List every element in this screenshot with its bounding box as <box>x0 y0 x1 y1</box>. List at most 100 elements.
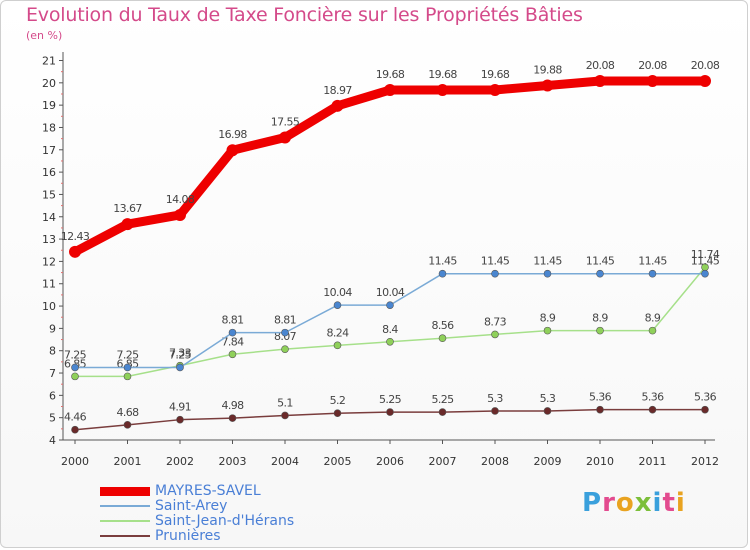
data-point <box>228 350 237 359</box>
x-tick-label: 2002 <box>166 455 194 468</box>
data-label: 8.9 <box>645 312 661 325</box>
data-label: 11.45 <box>586 255 615 268</box>
data-point <box>438 334 447 343</box>
logo-letter: r <box>602 488 616 518</box>
data-label: 8.81 <box>221 314 243 327</box>
data-label: 5.2 <box>330 394 346 407</box>
y-tick-label: 4 <box>49 434 56 447</box>
x-tick-label: 2004 <box>271 455 299 468</box>
legend-label: Prunières <box>155 528 221 544</box>
data-point <box>648 269 657 278</box>
data-point <box>648 405 657 414</box>
data-label: 5.25 <box>379 393 402 406</box>
data-point <box>489 83 501 96</box>
data-label: 10.04 <box>323 286 352 299</box>
data-label: 8.4 <box>382 323 398 336</box>
data-label: 20.08 <box>638 59 667 72</box>
legend-swatch <box>100 520 150 522</box>
data-point <box>333 409 342 418</box>
y-tick-label: 10 <box>42 300 56 313</box>
legend-swatch <box>100 486 150 496</box>
data-point <box>71 372 79 381</box>
series-2: 6.856.857.337.848.078.248.48.568.738.98.… <box>64 248 720 381</box>
data-point <box>438 408 447 416</box>
y-tick-label: 13 <box>42 233 56 246</box>
data-point <box>701 269 709 278</box>
y-tick-label: 18 <box>42 121 56 134</box>
x-tick-label: 2003 <box>219 455 247 468</box>
data-label: 11.74 <box>691 248 720 261</box>
data-point <box>701 405 709 414</box>
data-point <box>123 421 132 429</box>
data-point <box>228 328 237 337</box>
data-point <box>281 345 289 353</box>
data-label: 14.08 <box>166 193 195 206</box>
data-label: 19.68 <box>428 68 457 81</box>
data-point <box>123 372 132 381</box>
logo-letter: t <box>662 488 676 518</box>
x-tick-label: 2001 <box>114 455 142 468</box>
data-point <box>386 408 394 416</box>
data-point <box>123 363 132 372</box>
x-tick-label: 2012 <box>691 455 719 468</box>
y-tick-label: 6 <box>49 389 56 402</box>
data-point <box>331 99 344 112</box>
data-label: 8.07 <box>274 330 297 343</box>
data-point <box>596 405 604 414</box>
data-point <box>71 363 79 372</box>
legend-label: Saint-Arey <box>155 498 228 514</box>
data-label: 5.36 <box>641 391 664 404</box>
data-label: 7.25 <box>169 348 192 361</box>
data-label: 11.45 <box>481 255 510 268</box>
legend-swatch <box>100 505 150 507</box>
data-label: 20.08 <box>586 59 615 72</box>
x-tick-label: 2010 <box>586 455 614 468</box>
x-tick-label: 2009 <box>534 455 562 468</box>
y-tick-label: 12 <box>42 255 56 268</box>
data-label: 19.68 <box>376 68 405 81</box>
data-point <box>121 218 134 231</box>
data-point <box>648 326 657 335</box>
chart-title: Evolution du Taux de Taxe Foncière sur l… <box>26 4 583 26</box>
data-label: 7.33 <box>169 347 192 360</box>
series-3: 4.46 4.68 4.91 4.98 5.1 5.2 5.25 5.25 5.3 5.3 5.36… <box>64 391 717 434</box>
data-label: 5.3 <box>540 392 556 405</box>
legend-swatch <box>100 535 150 537</box>
data-label: 17.55 <box>271 116 300 129</box>
data-label: 8.24 <box>326 326 349 339</box>
data-label: 5.1 <box>277 396 293 409</box>
logo-letter: P <box>582 488 603 518</box>
data-point <box>699 75 711 88</box>
data-point <box>438 269 447 278</box>
series-line <box>70 76 710 257</box>
data-point <box>333 301 342 309</box>
data-point <box>226 144 239 157</box>
data-label: 11.45 <box>428 255 457 268</box>
data-label: 13.67 <box>113 202 142 215</box>
data-label: 8.9 <box>592 312 608 325</box>
data-label: 5.36 <box>694 391 717 404</box>
data-point <box>541 79 554 92</box>
data-point <box>596 269 604 278</box>
data-label: 8.56 <box>431 319 454 332</box>
data-label: 16.98 <box>218 128 247 141</box>
data-label: 7.84 <box>221 335 244 348</box>
chart-subtitle: (en %) <box>26 29 63 42</box>
data-label: 5.25 <box>431 393 454 406</box>
data-label: 11.45 <box>638 255 667 268</box>
data-point <box>174 208 186 221</box>
data-label: 11.45 <box>691 255 720 268</box>
data-label: 20.08 <box>691 59 720 72</box>
data-point <box>176 363 184 372</box>
data-point <box>543 326 552 335</box>
y-tick-label: 5 <box>49 412 56 425</box>
data-point <box>176 415 184 424</box>
data-label: 7.25 <box>116 348 139 361</box>
data-point <box>228 414 237 422</box>
series-0: 12.43 13.67 14.08 16.98 17.55 18.97 19.68 19.68… <box>61 59 720 258</box>
data-point <box>386 337 394 346</box>
y-tick-label: 19 <box>42 99 56 112</box>
data-point <box>491 330 499 339</box>
x-tick-label: 2011 <box>639 455 667 468</box>
